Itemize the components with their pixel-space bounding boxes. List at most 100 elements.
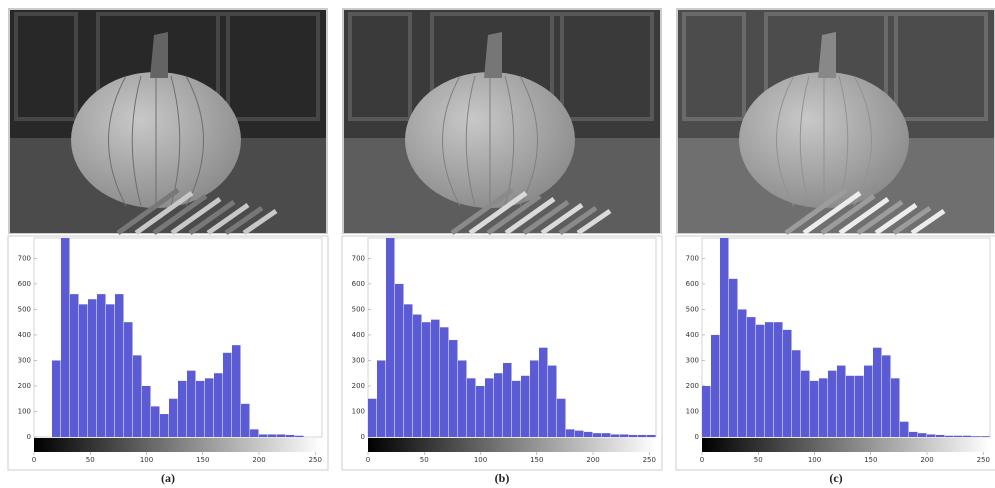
y-tick-label: 700 (352, 254, 365, 262)
bar (972, 436, 981, 437)
bar (593, 433, 602, 437)
x-tick-label: 150 (196, 456, 209, 464)
gray-ramp (368, 438, 656, 452)
y-tick-label: 700 (686, 254, 699, 262)
bar (404, 304, 413, 437)
bar (205, 378, 214, 437)
bar (494, 373, 503, 437)
bar (963, 436, 972, 437)
bar (431, 320, 440, 437)
y-tick-label: 500 (352, 305, 365, 313)
bar (846, 376, 855, 437)
bar (97, 294, 106, 437)
y-tick-label: 200 (18, 382, 31, 390)
panel-caption: (a) (161, 471, 175, 485)
bar (169, 399, 178, 437)
bar (918, 433, 927, 437)
bar (259, 434, 268, 437)
bar (196, 381, 205, 437)
bar (647, 435, 656, 437)
bar (720, 238, 729, 437)
bar (160, 414, 169, 437)
bar (52, 360, 61, 437)
y-tick-label: 600 (686, 280, 699, 288)
y-tick-label: 200 (686, 382, 699, 390)
y-tick-label: 600 (18, 280, 31, 288)
y-tick-label: 600 (352, 280, 365, 288)
bar (250, 429, 259, 437)
bar (277, 434, 286, 437)
bar (756, 325, 765, 437)
bar (981, 436, 990, 437)
bar (223, 353, 232, 437)
bar (512, 381, 521, 437)
y-tick-label: 100 (18, 407, 31, 415)
x-tick-label: 150 (530, 456, 543, 464)
bar (521, 376, 530, 437)
y-tick-label: 400 (352, 331, 365, 339)
y-tick-label: 200 (352, 382, 365, 390)
bar (395, 284, 404, 437)
bar (115, 294, 124, 437)
bar (584, 432, 593, 437)
bar (873, 348, 882, 437)
bar (774, 322, 783, 437)
x-tick-label: 200 (920, 456, 933, 464)
x-tick-label: 200 (252, 456, 265, 464)
bar (882, 355, 891, 437)
bar (765, 322, 774, 437)
bar (819, 378, 828, 437)
bar (936, 435, 945, 437)
bar (530, 360, 539, 437)
y-tick-label: 400 (18, 331, 31, 339)
bar (232, 345, 241, 437)
y-tick-label: 400 (686, 331, 699, 339)
photo (342, 8, 662, 234)
x-tick-label: 100 (140, 456, 153, 464)
bar (891, 378, 900, 437)
bar (413, 315, 422, 437)
bar (142, 386, 151, 437)
bar (295, 436, 304, 437)
bar (386, 238, 395, 437)
bar (629, 435, 638, 437)
bar (539, 348, 548, 437)
bar (620, 434, 629, 437)
bar (927, 434, 936, 437)
x-tick-label: 0 (700, 456, 704, 464)
panel-caption: (b) (495, 471, 510, 485)
bar (503, 363, 512, 437)
photo (676, 8, 995, 234)
x-tick-label: 0 (32, 456, 36, 464)
x-tick-label: 250 (977, 456, 990, 464)
bar (548, 366, 557, 437)
bar (449, 340, 458, 437)
y-tick-label: 0 (27, 433, 31, 441)
y-tick-label: 100 (686, 407, 699, 415)
x-tick-label: 250 (309, 456, 322, 464)
bar (792, 350, 801, 437)
y-tick-label: 500 (18, 305, 31, 313)
bar (611, 434, 620, 437)
bar (945, 436, 954, 437)
y-tick-label: 300 (18, 356, 31, 364)
bar (151, 406, 160, 437)
x-tick-label: 50 (86, 456, 95, 464)
bar (638, 435, 647, 437)
bar (566, 429, 575, 437)
y-tick-label: 100 (352, 407, 365, 415)
figure: 0100200300400500600700050100150200250(a)… (0, 0, 995, 488)
x-tick-label: 50 (754, 456, 763, 464)
bar (557, 399, 566, 437)
gray-ramp (34, 438, 322, 452)
y-tick-label: 300 (686, 356, 699, 364)
x-tick-label: 250 (643, 456, 656, 464)
y-tick-label: 700 (18, 254, 31, 262)
x-tick-label: 0 (366, 456, 370, 464)
x-tick-label: 100 (474, 456, 487, 464)
bar (70, 294, 79, 437)
bar (738, 309, 747, 437)
bar (909, 432, 918, 437)
bar (214, 373, 223, 437)
bar (476, 386, 485, 437)
